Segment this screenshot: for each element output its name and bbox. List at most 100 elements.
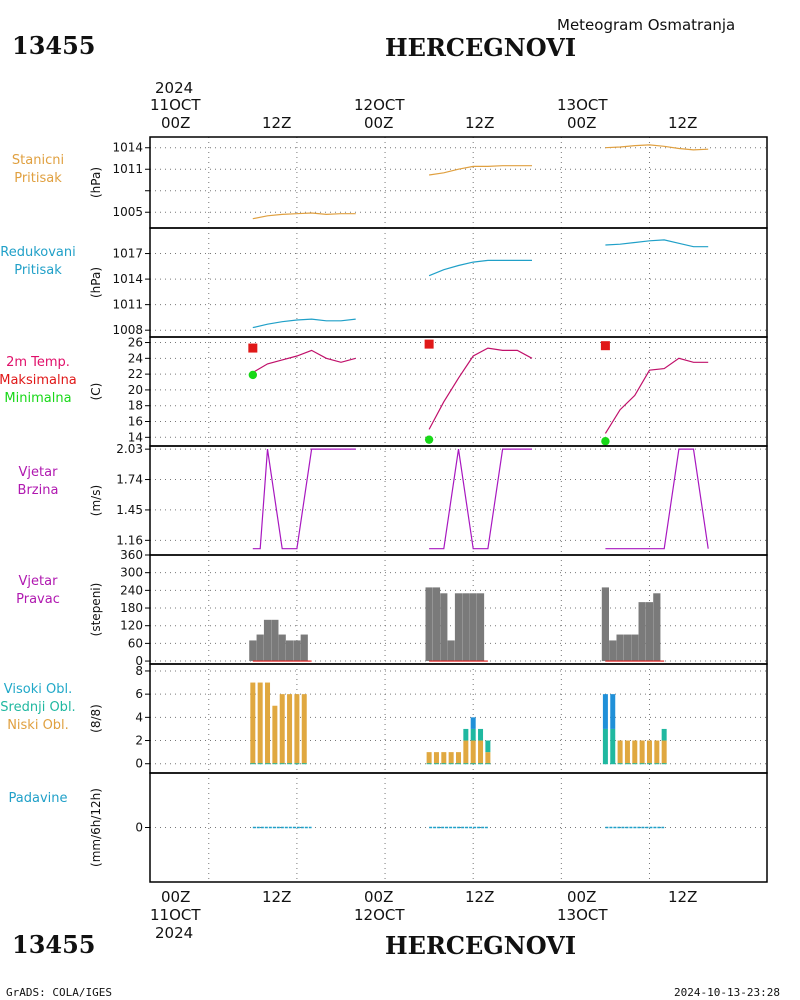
cloud-bar [602,694,608,729]
station-id-top: 13455 [12,31,96,60]
cloud-bar [257,682,263,764]
y-tick-label: 60 [128,636,143,650]
day-label-bottom-3: 13OCT [557,906,608,924]
year-label-bottom: 2024 [155,924,193,942]
panel-label: Stanicni [12,153,64,168]
cloud-bar [463,740,469,764]
cloud-bar [624,740,630,764]
year-label-top: 2024 [155,79,193,97]
y-tick-label: 0 [135,821,143,835]
direction-bar [653,593,661,662]
cloud-bar [433,752,439,764]
cloud-bar [279,694,285,764]
cloud-bar [470,740,476,764]
time-axis-bottom: 00Z 12Z 00Z 12Z 00Z 12Z 11OCT 12OCT 13OC… [150,888,697,942]
direction-bar [293,640,301,662]
direction-bar [609,640,617,662]
day-label-bottom-1: 11OCT [150,906,201,924]
y-tick-label: 1014 [112,141,143,155]
y-axis-label: (hPa) [89,267,103,298]
y-tick-label: 1017 [112,247,143,261]
series-line-3 [604,357,709,434]
panel-label: Pritisak [14,171,62,186]
direction-bar [300,634,308,662]
direction-bar [469,593,477,662]
station-name-top: HERCEGNOVI [385,33,576,62]
y-tick-label: 0 [135,654,143,668]
cloud-bar [456,752,461,764]
cloud-bar [610,728,616,764]
series-line-3 [605,448,709,550]
max-temp-marker [248,343,258,353]
cloud-bar [463,728,469,741]
direction-bar [623,634,632,662]
panel-label: Visoki Obl. [4,682,72,697]
y-tick-label: 8 [135,664,143,678]
cloud-bar [602,728,608,764]
direction-bar [249,640,257,662]
y-tick-label: 1.16 [116,533,143,547]
direction-bar [447,640,455,662]
y-tick-label: 22 [128,367,143,381]
min-temp-marker [248,370,258,380]
cloud-bar [478,740,484,764]
panel-label: Maksimalna [0,373,77,388]
hour-label-top-12z-1: 12Z [262,114,291,132]
max-temp-marker [424,339,434,349]
series-line-1 [252,318,356,329]
min-temp-marker [601,437,610,446]
panel-frame [149,227,768,338]
panel-label: Padavine [9,791,68,806]
series-line-1 [252,448,356,550]
y-tick-label: 1.45 [116,503,143,517]
direction-bar [271,619,279,662]
hour-label-bottom-00z-3: 00Z [567,888,596,906]
y-tick-label: 1011 [112,298,143,312]
day-label-bottom-2: 12OCT [354,906,405,924]
y-tick-label: 14 [128,430,143,444]
panel-precipitation: 0 (mm/6h/12h) Padavine [9,772,768,883]
y-tick-label: 1014 [112,272,143,286]
cloud-bar [441,752,447,764]
y-axis-label: (hPa) [89,167,103,198]
direction-bar [638,602,646,662]
panel-label: Vjetar [19,574,59,589]
y-axis-label: (m/s) [89,485,103,516]
y-axis-label: (8/8) [89,704,103,733]
cloud-bar [485,752,491,764]
cloud-bar [654,740,660,764]
panel-station_pressure: 1005 1011 1014 (hPa) Stanicni Pritisak [12,136,768,229]
cloud-bar [294,694,300,764]
y-tick-label: 4 [135,710,143,724]
panel-wind_speed: 1.16 1.45 1.74 2.03 (m/s) Vjetar Brzina [18,442,768,556]
panel-frame [149,136,768,229]
y-tick-label: 26 [128,336,143,350]
max-temp-marker [600,341,610,351]
direction-bar [256,634,264,662]
y-tick-label: 2 [135,734,143,748]
y-tick-label: 1005 [112,205,143,219]
panels: 1005 1011 1014 (hPa) Stanicni Pritisak 1008 101… [0,136,768,883]
footer-timestamp: 2024-10-13-23:28 [674,986,780,999]
y-axis-label: (stepeni) [89,583,103,637]
panel-label: Niski Obl. [7,718,69,733]
hour-label-bottom-12z-3: 12Z [668,888,697,906]
direction-bar [432,587,441,662]
panel-label: Redukovani [0,245,75,260]
hour-label-bottom-00z-1: 00Z [161,888,190,906]
cloud-bar [617,740,623,764]
panel-frame [149,336,768,447]
hour-label-top-12z-2: 12Z [465,114,494,132]
hour-label-bottom-12z-1: 12Z [262,888,291,906]
y-tick-label: 20 [128,383,143,397]
cloud-bar [272,705,278,764]
cloud-bar [661,740,667,764]
station-id-bottom: 13455 [12,930,96,959]
y-tick-label: 360 [120,548,143,562]
panel-frame [149,445,768,556]
panel-label: Brzina [18,483,59,498]
day-label-top-2: 12OCT [354,96,405,114]
panel-label: Srednji Obl. [0,700,75,715]
panel-cloud_cover: 0 2 4 6 8 (8/8) Visoki Obl. Srednji Obl. Niski O… [0,663,768,774]
y-tick-label: 6 [135,687,143,701]
